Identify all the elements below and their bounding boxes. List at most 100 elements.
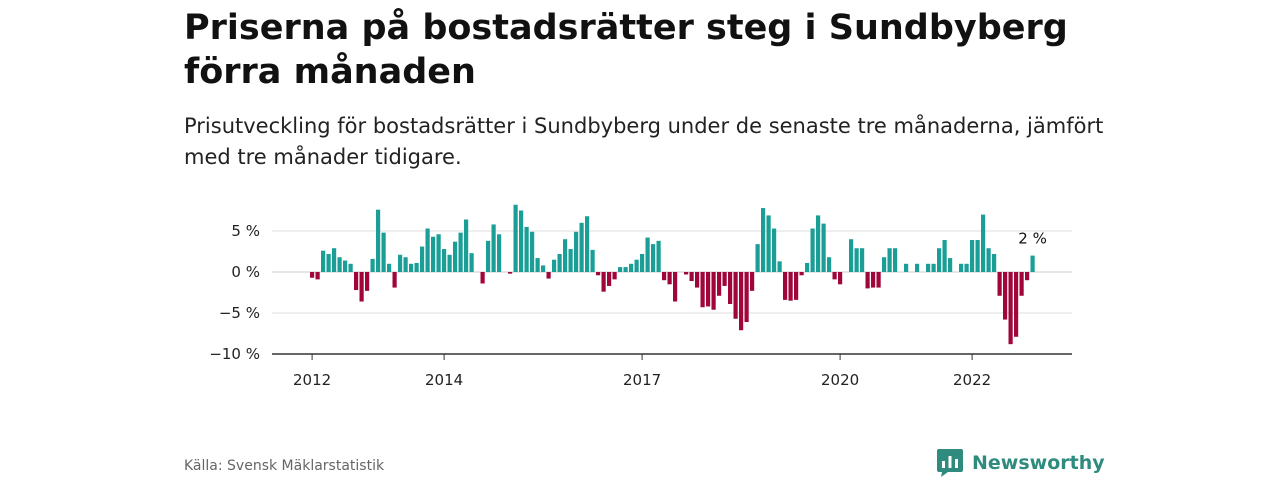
bar bbox=[453, 241, 458, 272]
bar bbox=[392, 272, 397, 288]
bar bbox=[942, 240, 947, 272]
bar bbox=[409, 263, 414, 272]
bar bbox=[706, 272, 711, 307]
bar bbox=[414, 262, 419, 272]
bar bbox=[348, 263, 353, 272]
bar bbox=[733, 272, 738, 319]
bar bbox=[662, 272, 667, 281]
bar bbox=[827, 257, 832, 272]
bar bbox=[596, 272, 601, 276]
bar bbox=[563, 239, 568, 272]
x-tick-label: 2020 bbox=[821, 371, 859, 389]
bar bbox=[420, 246, 425, 272]
bar bbox=[772, 228, 777, 272]
bar bbox=[491, 224, 496, 272]
bar bbox=[777, 261, 782, 272]
bar bbox=[436, 234, 441, 272]
bar bbox=[442, 249, 447, 272]
bar bbox=[750, 272, 755, 291]
bar bbox=[728, 272, 733, 304]
bar bbox=[623, 267, 628, 272]
chart-subtitle: Prisutveckling för bostadsrätter i Sundb… bbox=[184, 114, 1104, 169]
y-tick-label: −5 % bbox=[219, 304, 260, 322]
bar bbox=[354, 272, 359, 291]
chart-title: Priserna på bostadsrätter steg i Sundbyb… bbox=[184, 8, 1068, 92]
bar bbox=[865, 272, 870, 289]
bar bbox=[794, 272, 799, 300]
bar bbox=[684, 272, 689, 275]
bar bbox=[739, 272, 744, 331]
bar bbox=[931, 263, 936, 272]
source-note: Källa: Svensk Mäklarstatistik bbox=[184, 458, 385, 474]
bar bbox=[535, 258, 540, 272]
x-tick-label: 2017 bbox=[623, 371, 661, 389]
bar bbox=[568, 249, 573, 272]
bar bbox=[992, 253, 997, 272]
bar bbox=[959, 263, 964, 272]
bar bbox=[893, 248, 898, 272]
bar bbox=[673, 272, 678, 302]
bar bbox=[458, 232, 463, 272]
brand-name: Newsworthy bbox=[972, 452, 1105, 474]
bar bbox=[783, 272, 788, 300]
bar bbox=[530, 231, 535, 272]
bar bbox=[986, 248, 991, 272]
bar bbox=[447, 254, 452, 272]
bar bbox=[1019, 272, 1024, 296]
bar bbox=[689, 272, 694, 282]
bar bbox=[849, 239, 854, 272]
bar bbox=[519, 210, 524, 272]
bar bbox=[970, 240, 975, 272]
bar bbox=[381, 232, 386, 272]
bar bbox=[365, 272, 370, 291]
bar bbox=[1030, 255, 1035, 272]
bar bbox=[634, 259, 639, 272]
bar bbox=[513, 204, 518, 272]
newsworthy-logo: Newsworthy bbox=[936, 448, 1105, 478]
bar bbox=[370, 258, 375, 272]
bar bbox=[656, 240, 661, 272]
bar bbox=[997, 272, 1002, 296]
bar bbox=[717, 272, 722, 296]
bar bbox=[376, 209, 381, 272]
bar bbox=[1014, 272, 1019, 337]
bar bbox=[645, 237, 650, 272]
bar bbox=[981, 214, 986, 272]
bar bbox=[744, 272, 749, 323]
bar bbox=[887, 248, 892, 272]
bar bbox=[871, 272, 876, 288]
bar bbox=[1003, 272, 1008, 320]
bar bbox=[915, 263, 920, 272]
bar bbox=[590, 249, 595, 272]
bar bbox=[552, 259, 557, 272]
bar bbox=[326, 253, 331, 272]
bar bbox=[711, 272, 716, 310]
bar bbox=[788, 272, 793, 301]
bar bbox=[629, 263, 634, 272]
y-tick-label: 5 % bbox=[231, 222, 260, 240]
bar bbox=[574, 231, 579, 272]
bar bbox=[425, 228, 430, 272]
x-tick-label: 2014 bbox=[425, 371, 463, 389]
bar bbox=[937, 248, 942, 272]
bar bbox=[948, 258, 953, 272]
bar bbox=[640, 253, 645, 272]
bar bbox=[860, 248, 865, 272]
bar bbox=[612, 272, 617, 280]
bar bbox=[1008, 272, 1013, 345]
bar bbox=[332, 248, 337, 272]
bar bbox=[497, 234, 502, 272]
bar bbox=[310, 272, 315, 278]
bar bbox=[755, 244, 760, 272]
bar bbox=[321, 250, 326, 272]
bar bbox=[579, 222, 584, 272]
bar bbox=[975, 240, 980, 272]
bar bbox=[805, 262, 810, 272]
bar bbox=[700, 272, 705, 308]
bar bbox=[541, 265, 546, 272]
bar bbox=[557, 253, 562, 272]
bar bbox=[398, 254, 403, 272]
y-tick-label: −10 % bbox=[209, 345, 260, 363]
bar bbox=[546, 272, 551, 279]
